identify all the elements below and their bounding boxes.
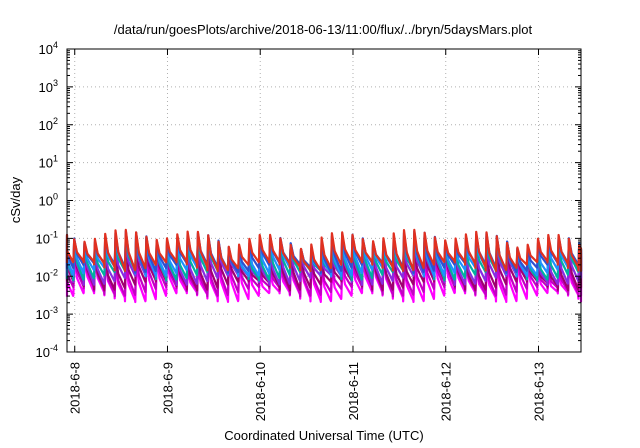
y-tick-label: 10-3: [36, 305, 58, 322]
series-group: [65, 228, 583, 304]
chart-title: /data/run/goesPlots/archive/2018-06-13/1…: [114, 22, 533, 37]
y-axis: 10-4 10-3 10-2 10-1 100 101 102 103 104: [36, 40, 581, 360]
y-axis-label: cSv/day: [8, 176, 23, 223]
series-line: [65, 228, 583, 273]
x-tick-label: 2018-6-12: [439, 362, 454, 421]
y-tick-label: 10-4: [36, 343, 58, 360]
y-tick-label: 101: [39, 154, 58, 171]
x-axis-label: Coordinated Universal Time (UTC): [224, 428, 423, 443]
y-tick-label: 10-2: [36, 267, 58, 284]
x-tick-label: 2018-6-8: [68, 362, 83, 414]
x-tick-label: 2018-6-11: [346, 362, 361, 420]
y-tick-label: 103: [39, 78, 58, 95]
x-tick-label: 2018-6-9: [160, 362, 175, 414]
y-tick-label: 102: [39, 116, 58, 133]
x-tick-label: 2018-6-10: [253, 362, 268, 421]
x-tick-label: 2018-6-13: [531, 362, 546, 421]
x-axis: 2018-6-8 2018-6-9 2018-6-10 2018-6-11 2018-6…: [68, 49, 546, 421]
grid: [67, 49, 581, 352]
y-tick-label: 104: [39, 40, 58, 57]
y-tick-label: 10-1: [36, 229, 58, 246]
y-tick-label: 100: [39, 192, 58, 209]
